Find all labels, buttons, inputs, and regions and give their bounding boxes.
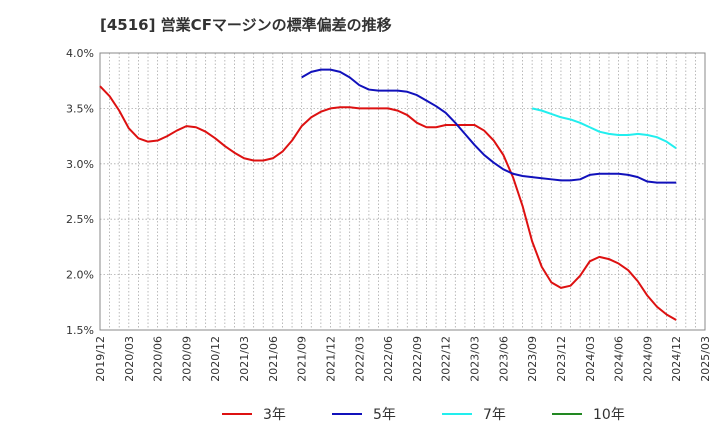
- x-tick-label: 2022/12: [440, 336, 453, 382]
- y-tick-label: 2.5%: [66, 213, 94, 226]
- x-tick-label: 2022/06: [382, 336, 395, 382]
- plot-frame: [99, 52, 706, 331]
- x-tick-label: 2020/06: [152, 336, 165, 382]
- x-tick-label: 2023/09: [526, 336, 539, 382]
- y-tick-label: 3.0%: [66, 158, 94, 171]
- legend-item: 10年: [552, 407, 625, 423]
- legend-item: 7年: [442, 407, 506, 423]
- x-tick-label: 2020/12: [209, 336, 222, 382]
- legend-label: 5年: [373, 407, 396, 423]
- x-tick-label: 2021/03: [238, 336, 251, 382]
- plot-area: [99, 52, 706, 331]
- y-tick-label: 3.5%: [66, 102, 94, 115]
- x-tick-label: 2024/09: [641, 336, 654, 382]
- legend-label: 7年: [483, 407, 506, 423]
- series-line-7年: [531, 107, 677, 150]
- x-tick-label: 2023/06: [497, 336, 510, 382]
- x-tick-label: 2021/06: [267, 336, 280, 382]
- y-tick-label: 1.5%: [66, 324, 94, 337]
- x-tick-label: 2025/03: [699, 336, 712, 382]
- x-tick-label: 2023/03: [469, 336, 482, 382]
- x-tick-label: 2021/12: [324, 336, 337, 382]
- x-tick-label: 2024/03: [584, 336, 597, 382]
- x-tick-label: 2024/06: [613, 336, 626, 382]
- y-axis: 4.0% 3.5% 3.0% 2.5% 2.0% 1.5%: [66, 47, 94, 337]
- x-axis: 2019/12 2020/03 2020/06 2020/09 2020/12 2021/…: [94, 336, 712, 382]
- legend-label: 10年: [593, 407, 625, 423]
- legend-item: 5年: [332, 407, 396, 423]
- x-tick-label: 2021/09: [296, 336, 309, 382]
- x-tick-label: 2020/03: [123, 336, 136, 382]
- x-tick-label: 2024/12: [670, 336, 683, 382]
- series-line-3年: [99, 85, 677, 321]
- x-tick-label: 2022/03: [353, 336, 366, 382]
- series-line-5年: [301, 68, 677, 184]
- chart-title: [4516] 営業CFマージンの標準偏差の推移: [100, 16, 392, 34]
- x-tick-label: 2020/09: [180, 336, 193, 382]
- legend-label: 3年: [263, 407, 286, 423]
- x-tick-label: 2023/12: [555, 336, 568, 382]
- y-tick-label: 4.0%: [66, 47, 94, 60]
- legend: 3年 5年 7年 10年: [222, 407, 625, 423]
- series-layer: [99, 68, 677, 321]
- x-tick-label: 2022/09: [411, 336, 424, 382]
- legend-item: 3年: [222, 407, 286, 423]
- y-tick-label: 2.0%: [66, 269, 94, 282]
- x-tick-label: 2019/12: [94, 336, 107, 382]
